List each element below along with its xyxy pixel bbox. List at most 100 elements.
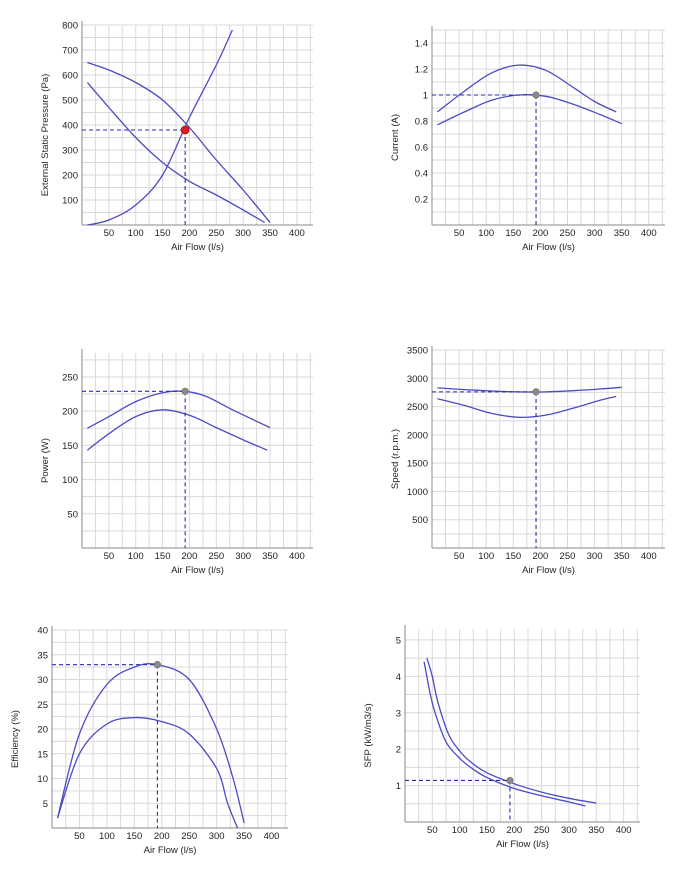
x-tick-label: 50 [427,825,438,836]
y-tick-label: 300 [62,146,78,157]
x-tick-label: 50 [74,831,85,842]
x-tick-label: 250 [560,228,576,239]
y-tick-label: 40 [37,626,48,637]
series-curve-1 [437,386,622,393]
y-tick-label: 2500 [407,402,428,413]
y-tick-label: 3 [396,708,401,719]
y-tick-label: 1 [396,781,401,792]
y-tick-label: 250 [62,372,78,383]
duty-point [180,125,190,135]
series-curve-3 [87,29,233,226]
x-tick-label: 50 [454,551,465,562]
chart-sfp: 50 100 150 200 250 300 350 400 1 2 3 4 5 Air Flow (l/… [363,625,640,850]
series-curve-1 [87,390,271,429]
duty-point [532,91,540,99]
x-tick-label: 350 [262,551,278,562]
y-axis-label: Power (W) [40,438,51,483]
x-axis-label: Air Flow (l/s) [171,565,224,576]
y-tick-label: 1 [423,91,428,102]
x-tick-label: 250 [534,825,550,836]
x-tick-label: 400 [616,825,632,836]
y-tick-label: 1.4 [415,39,428,50]
x-tick-label: 400 [289,551,305,562]
x-tick-label: 400 [641,551,657,562]
y-tick-label: 400 [62,121,78,132]
y-axis-label: Speed (r.p.m.) [390,429,401,489]
series-curve-2 [87,409,268,451]
x-tick-label: 250 [208,551,224,562]
x-tick-label: 200 [154,831,170,842]
x-tick-label: 150 [126,831,142,842]
y-axis-label: External Static Pressure (Pa) [40,74,51,197]
x-tick-label: 150 [155,228,171,239]
y-axis-label: SFP (kW/m3/s) [363,703,374,767]
y-tick-label: 100 [62,196,78,207]
x-tick-label: 200 [532,228,548,239]
x-tick-label: 250 [560,551,576,562]
y-tick-label: 5 [43,799,48,810]
y-tick-label: 3500 [407,346,428,357]
x-tick-label: 200 [532,551,548,562]
x-tick-label: 400 [289,228,305,239]
x-tick-label: 300 [235,228,251,239]
series-curve-2 [437,94,622,126]
x-tick-label: 100 [452,825,468,836]
x-tick-label: 350 [588,825,604,836]
y-tick-label: 10 [37,774,48,785]
y-tick-label: 1.2 [415,65,428,76]
x-tick-label: 50 [454,228,465,239]
y-tick-label: 100 [62,475,78,486]
duty-point [153,661,161,669]
y-tick-label: 150 [62,441,78,452]
y-tick-label: 15 [37,749,48,760]
x-tick-label: 300 [587,551,603,562]
y-tick-label: 800 [62,21,78,32]
x-tick-label: 300 [209,831,225,842]
x-tick-label: 200 [182,228,198,239]
x-tick-label: 50 [104,228,115,239]
duty-point [532,388,540,396]
y-axis-label: Efficiency (%) [10,710,21,768]
x-axis-label: Air Flow (l/s) [522,565,575,576]
x-tick-label: 150 [155,551,171,562]
duty-point [181,387,189,395]
chart-efficiency: 50 100 150 200 250 300 350 400 5 10 15 20 25 30 35 40 Ai… [10,626,288,856]
y-tick-label: 0.2 [415,195,428,206]
y-tick-label: 2000 [407,430,428,441]
chart-current: 50 100 150 200 250 300 350 400 0.2 0.4 0.6 0.8 1 1.2 1… [390,26,665,253]
y-tick-label: 50 [67,509,78,520]
series-curve-1 [426,657,597,804]
y-tick-label: 500 [62,96,78,107]
y-tick-label: 700 [62,46,78,57]
series-curve-2 [437,395,617,419]
x-tick-label: 150 [479,825,495,836]
x-tick-label: 300 [561,825,577,836]
y-tick-label: 30 [37,675,48,686]
x-tick-label: 350 [614,551,630,562]
y-tick-label: 500 [412,515,428,526]
y-tick-label: 2 [396,745,401,756]
x-axis-label: Air Flow (l/s) [144,845,197,856]
x-tick-label: 300 [587,228,603,239]
chart-speed: 50 100 150 200 250 300 350 400 500 1000 1500 2000 25… [390,346,665,576]
y-tick-label: 5 [396,635,401,646]
x-axis-label: Air Flow (l/s) [496,839,549,850]
y-tick-label: 25 [37,700,48,711]
chart-pressure: 50 100 150 200 250 300 350 400 100 200 300 400 500 60… [40,21,313,253]
chart-power: 50 100 150 200 250 300 350 400 50 100 150 200 250 Air… [40,349,313,576]
y-tick-label: 4 [396,672,401,683]
y-tick-label: 200 [62,407,78,418]
series-curve-1 [87,61,271,223]
x-tick-label: 350 [236,831,252,842]
x-tick-label: 250 [208,228,224,239]
x-tick-label: 100 [478,551,494,562]
x-tick-label: 150 [505,228,521,239]
x-tick-label: 100 [128,551,144,562]
x-tick-label: 100 [128,228,144,239]
x-tick-label: 200 [506,825,522,836]
y-tick-label: 0.4 [415,169,428,180]
y-tick-label: 35 [37,650,48,661]
x-tick-label: 100 [478,228,494,239]
series-curve-2 [423,661,586,807]
x-tick-label: 350 [614,228,630,239]
